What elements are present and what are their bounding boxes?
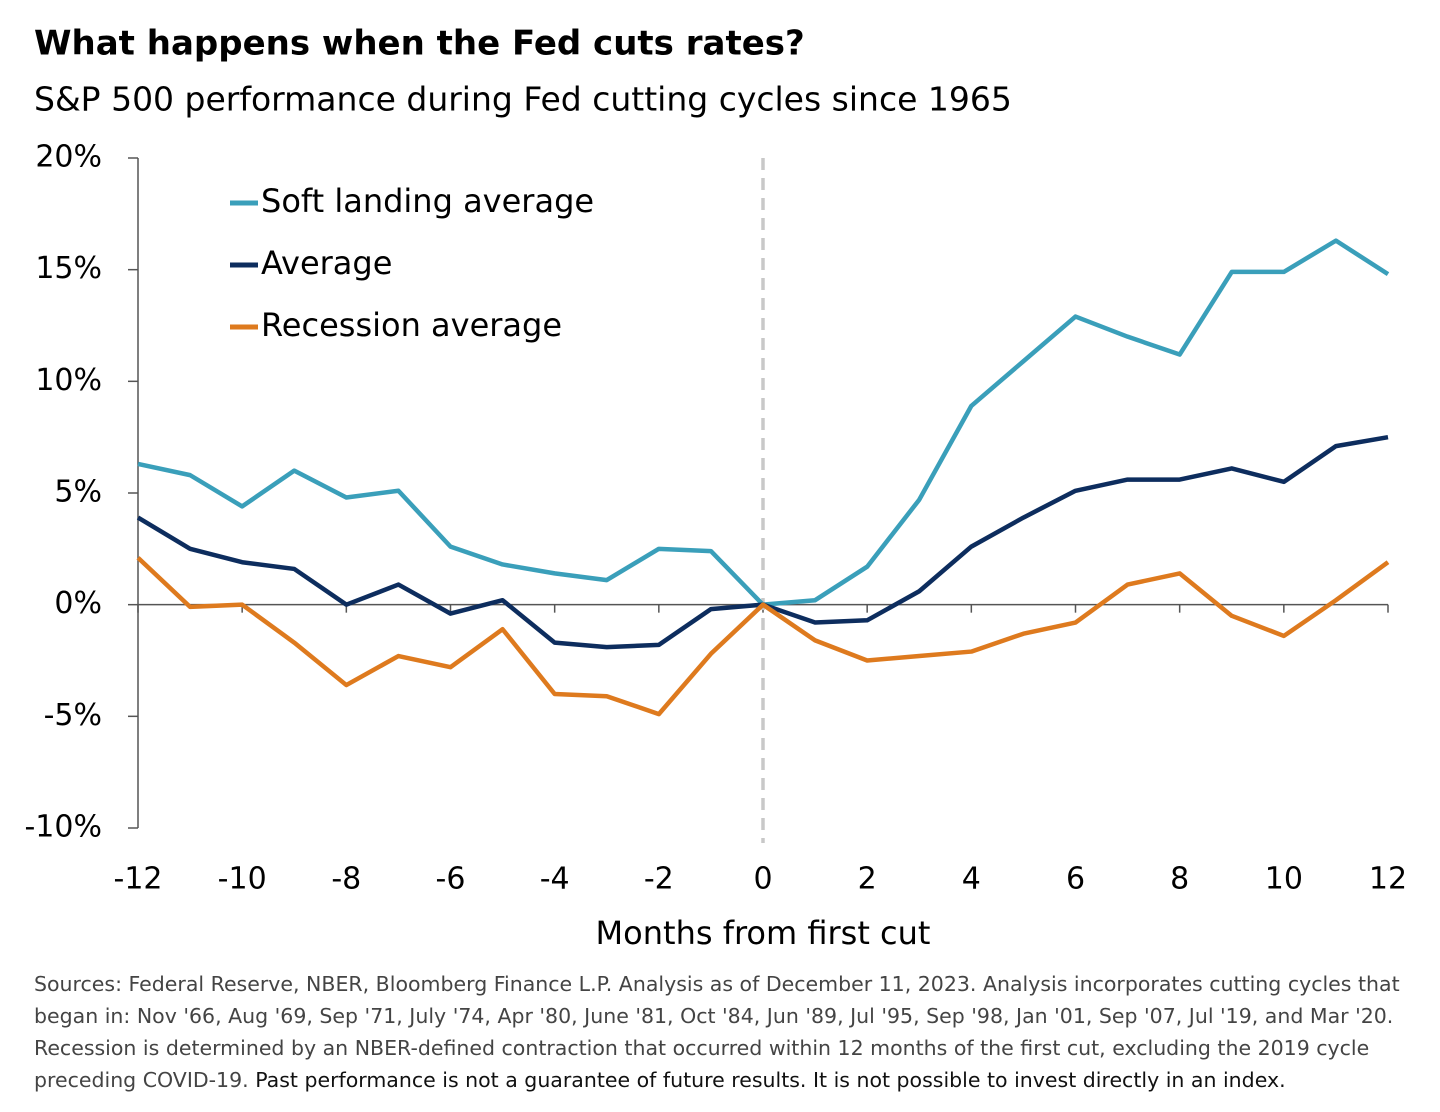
y-tick-label: 10% [35,363,102,398]
x-axis-label: Months from first cut [596,914,931,952]
y-tick-label: 20% [35,140,102,175]
x-tick-label: -8 [331,862,361,897]
x-tick-label: 12 [1369,862,1407,897]
y-tick-label: 0% [54,586,102,621]
x-tick-label: 6 [1066,862,1085,897]
y-tick-label: 5% [54,475,102,510]
chart-title: What happens when the Fed cuts rates? [34,24,805,64]
x-tick-label: 4 [962,862,981,897]
y-tick-label: -5% [44,698,102,733]
y-tick-label: 15% [35,251,102,286]
x-tick-label: -12 [114,862,163,897]
y-tick-label: -10% [24,810,102,845]
x-tick-label: -4 [540,862,570,897]
x-tick-label: 10 [1265,862,1303,897]
footnote: Sources: Federal Reserve, NBER, Bloomber… [34,968,1419,1096]
legend-label: Average [261,244,392,282]
disclaimer: Past performance is not a guarantee of f… [255,1068,1286,1092]
x-tick-label: 0 [753,862,772,897]
x-tick-label: -2 [644,862,674,897]
x-tick-label: 2 [858,862,877,897]
series-line [136,556,1390,717]
x-tick-label: -6 [436,862,466,897]
chart-subtitle: S&P 500 performance during Fed cutting c… [34,80,1012,119]
chart: What happens when the Fed cuts rates? S&… [24,24,1407,953]
sources: Sources: Federal Reserve, NBER, Bloomber… [34,972,1400,1092]
x-tick-label: 8 [1170,862,1189,897]
legend-label: Soft landing average [261,182,594,220]
x-tick-label: -10 [218,862,267,897]
legend-label: Recession average [261,306,562,344]
